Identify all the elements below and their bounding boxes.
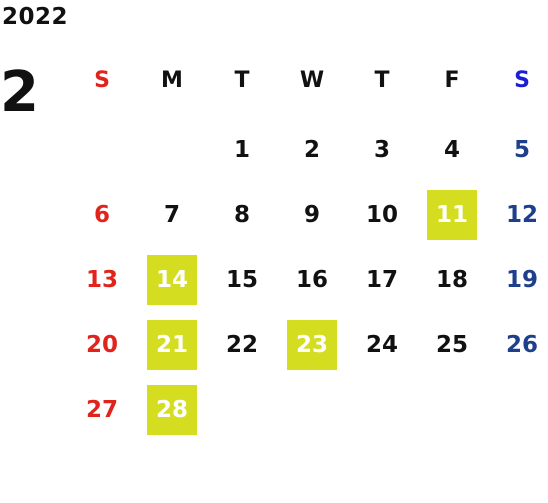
day-cell[interactable]: 3 (373, 137, 390, 163)
month-label: 2 (0, 60, 39, 125)
day-cell[interactable]: 23 (287, 320, 337, 370)
day-cell[interactable]: 24 (365, 332, 398, 358)
day-cell[interactable]: 25 (435, 332, 468, 358)
weekday-header-fri: F (444, 67, 460, 93)
weekday-header-thu: T (374, 67, 390, 93)
year-label: 2022 (2, 4, 69, 30)
day-cell[interactable]: 7 (163, 202, 180, 228)
day-cell[interactable]: 2 (303, 137, 320, 163)
day-cell[interactable]: 28 (147, 385, 197, 435)
day-cell[interactable]: 6 (93, 202, 110, 228)
day-cell[interactable]: 14 (147, 255, 197, 305)
day-cell[interactable]: 18 (435, 267, 468, 293)
day-cell[interactable]: 17 (365, 267, 398, 293)
day-cell[interactable]: 12 (505, 202, 538, 228)
day-cell[interactable]: 13 (85, 267, 118, 293)
day-cell[interactable]: 1 (233, 137, 250, 163)
day-cell[interactable]: 22 (225, 332, 258, 358)
day-cell[interactable]: 16 (295, 267, 328, 293)
day-cell[interactable]: 9 (303, 202, 320, 228)
weekday-header-mon: M (161, 67, 183, 93)
day-cell[interactable]: 21 (147, 320, 197, 370)
day-cell[interactable]: 10 (365, 202, 398, 228)
day-cell[interactable]: 26 (505, 332, 538, 358)
day-cell[interactable]: 4 (443, 137, 460, 163)
weekday-header-sun: S (94, 67, 110, 93)
weekday-header-wed: W (299, 67, 325, 93)
day-cell[interactable]: 27 (85, 397, 118, 423)
day-cell[interactable]: 20 (85, 332, 118, 358)
day-cell[interactable]: 19 (505, 267, 538, 293)
weekday-header-sat: S (514, 67, 530, 93)
day-cell[interactable]: 15 (225, 267, 258, 293)
day-cell[interactable]: 8 (233, 202, 250, 228)
day-cell[interactable]: 5 (513, 137, 530, 163)
day-cell[interactable]: 11 (427, 190, 477, 240)
weekday-header-tue: T (234, 67, 250, 93)
